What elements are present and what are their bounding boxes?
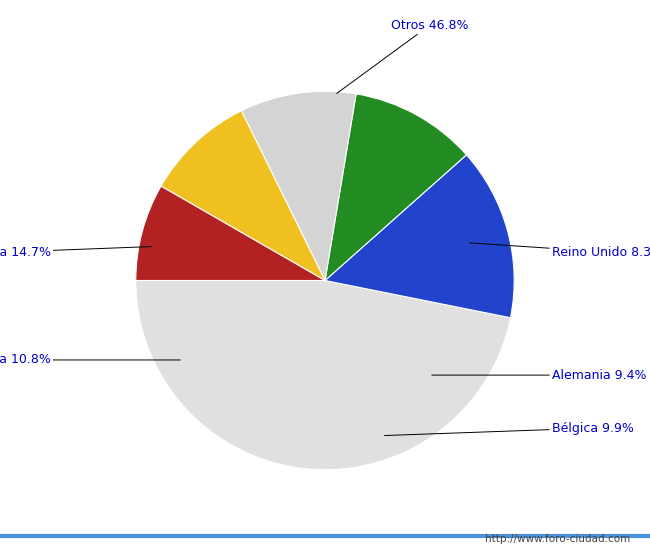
Wedge shape xyxy=(325,155,514,318)
Wedge shape xyxy=(325,94,467,280)
Text: Otros 46.8%: Otros 46.8% xyxy=(337,19,469,94)
Wedge shape xyxy=(161,111,325,280)
Text: Alemania 9.4%: Alemania 9.4% xyxy=(432,368,647,382)
Wedge shape xyxy=(136,280,510,470)
Wedge shape xyxy=(136,186,325,280)
Wedge shape xyxy=(241,91,356,280)
Text: Italia 10.8%: Italia 10.8% xyxy=(0,354,180,366)
Text: http://www.foro-ciudad.com: http://www.foro-ciudad.com xyxy=(486,535,630,544)
Text: Francia 14.7%: Francia 14.7% xyxy=(0,246,152,258)
Text: Vilanova del Vallès - Turistas extranjeros según país - Abril de 2024: Vilanova del Vallès - Turistas extranjer… xyxy=(78,13,572,29)
Text: Bélgica 9.9%: Bélgica 9.9% xyxy=(385,422,634,436)
Text: Reino Unido 8.3%: Reino Unido 8.3% xyxy=(470,243,650,258)
